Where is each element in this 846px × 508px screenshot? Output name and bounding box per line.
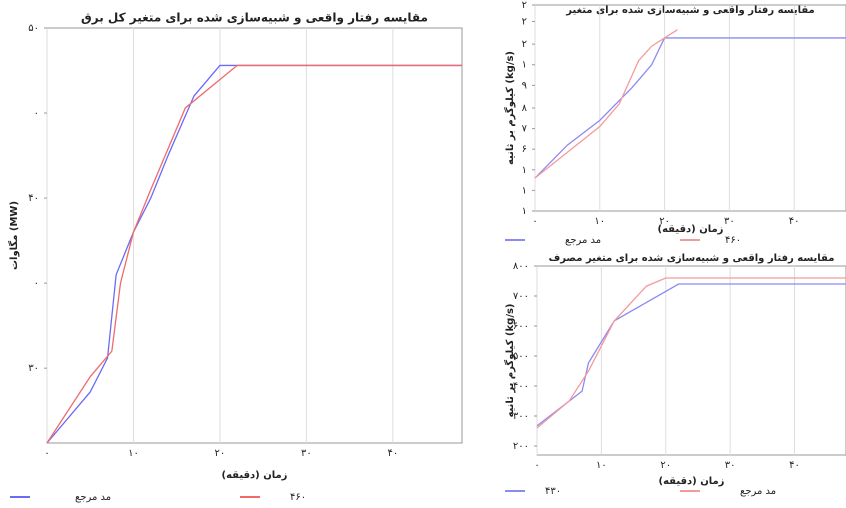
series-line — [534, 29, 678, 179]
series-line — [46, 64, 462, 444]
y-tick-label: ۴۰ — [28, 193, 39, 204]
legend-label: ۴۳۰ — [545, 486, 561, 497]
x-tick-label: ۲۰ — [659, 216, 670, 227]
legend-label: مد مرجع — [740, 486, 776, 497]
plot-area — [46, 27, 463, 444]
y-tick-label: ۳۰۰ — [513, 411, 529, 422]
y-tick-label: ۱ — [522, 60, 527, 71]
x-axis-label: زمان (دقیقه) — [658, 224, 724, 235]
y-tick-label: ۳۰ — [28, 363, 39, 374]
x-tick-label: ۰ — [534, 460, 539, 471]
x-tick-label: ۳۰ — [724, 216, 735, 227]
y-tick-label: ۲ — [522, 39, 527, 50]
y-tick-label: ۲۰۰ — [513, 441, 529, 452]
y-tick-label: ۹ — [522, 80, 527, 91]
y-tick-label: ۷ — [522, 124, 528, 135]
x-tick-label: ۳۰ — [725, 460, 736, 471]
x-tick-label: ۱۰ — [128, 448, 139, 459]
y-tick-label: ۸۰۰ — [513, 261, 529, 272]
y-tick-label: ۰ — [34, 278, 39, 289]
y-tick-label: ۲ — [522, 16, 527, 27]
y-tick-label: ۵۰۰ — [513, 351, 529, 362]
y-tick-label: ۵۰ — [28, 23, 39, 34]
y-tick-label: ۷۰۰ — [513, 291, 529, 302]
chart-title: مقایسه رفتار واقعی و شبیه‌سازی شده برای … — [565, 5, 814, 16]
x-tick-label: ۰ — [44, 448, 49, 459]
series-line — [536, 277, 846, 429]
x-axis-label: زمان (دقیقه) — [222, 470, 288, 481]
x-tick-label: ۲۰ — [660, 460, 671, 471]
y-axis-label: مگاوات (MW) — [7, 201, 20, 270]
y-axis-label: کیلوگرم بر ثانیه (kg/s) — [503, 51, 516, 165]
x-tick-label: ۳۰ — [301, 448, 312, 459]
x-tick-label: ۴۰ — [387, 448, 398, 459]
legend-label: مد مرجع — [565, 235, 601, 246]
y-axis-label: کیلوگرم بر ثانیه (kg/s) — [503, 303, 516, 417]
y-tick-label: ۱ — [522, 165, 527, 176]
legend-label: ۴۶۰ — [290, 492, 306, 503]
y-tick-label: ۴۰۰ — [513, 381, 529, 392]
y-tick-label: ۱ — [522, 206, 527, 217]
x-tick-label: ۱۰ — [596, 460, 607, 471]
y-tick-label: ۱ — [522, 185, 527, 196]
y-tick-label: ۶۰۰ — [513, 321, 529, 332]
x-tick-label: ۴۰ — [789, 460, 800, 471]
legend-label: ۴۶۰ — [725, 235, 741, 246]
plot-area — [534, 4, 846, 212]
x-tick-label: ۰ — [532, 216, 537, 227]
y-tick-label: ۲ — [522, 0, 527, 11]
legend-label: مد مرجع — [75, 492, 111, 503]
y-tick-label: ۰ — [34, 108, 39, 119]
x-tick-label: ۱۰ — [594, 216, 605, 227]
y-tick-label: ۸ — [522, 103, 528, 114]
chart-title: مقایسه رفتار واقعی و شبیه‌سازی شده برای … — [549, 253, 835, 264]
x-axis-label: زمان (دقیقه) — [659, 476, 725, 487]
series-line — [46, 64, 462, 444]
x-tick-label: ۲۰ — [215, 448, 226, 459]
y-tick-label: ۶ — [522, 144, 527, 155]
x-tick-label: ۴۰ — [789, 216, 800, 227]
chart-title: مقایسه رفتار واقعی و شبیه‌سازی شده برای … — [81, 11, 428, 26]
series-line — [536, 283, 846, 427]
plot-area — [536, 265, 846, 456]
